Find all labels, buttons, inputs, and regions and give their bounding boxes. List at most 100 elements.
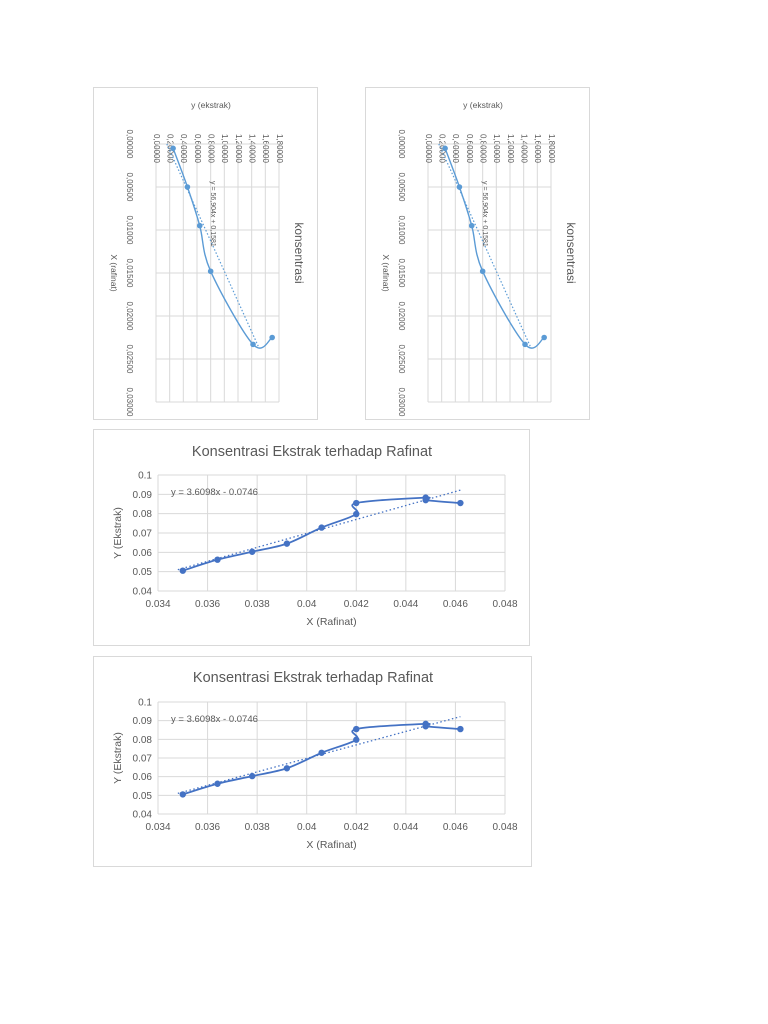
y-tick-label: 0,80000: [207, 134, 216, 163]
x-tick-label: 0,03000: [125, 388, 134, 417]
x-tick-label: 0.044: [393, 599, 418, 610]
data-point: [479, 268, 486, 275]
y-tick-label: 1,80000: [547, 134, 556, 163]
y-tick-label: 0.09: [133, 716, 153, 727]
data-point: [250, 341, 256, 348]
x-tick-label: 0.04: [297, 822, 317, 833]
data-point: [184, 184, 191, 190]
x-tick-label: 0,00000: [397, 130, 406, 159]
trendline-equation: y = 56,904x + 0,1581: [209, 181, 216, 247]
y-tick-label: 0.05: [133, 791, 153, 802]
y-axis-label: y (ekstrak): [463, 100, 503, 110]
trendline: [177, 489, 461, 571]
x-tick-label: 0,02500: [125, 345, 134, 374]
data-point: [442, 145, 448, 152]
x-axis-label: X (rafinat): [381, 254, 391, 291]
x-tick-label: 0,01000: [397, 216, 406, 245]
x-tick-label: 0,02000: [125, 302, 134, 331]
data-point: [456, 184, 463, 190]
y-axis-label: Y (Ekstrak): [112, 507, 124, 559]
y-tick-label: 0.04: [133, 810, 153, 821]
y-tick-label: 1,00000: [220, 134, 229, 163]
chart-title: konsentrasi: [292, 222, 306, 283]
trendline: [177, 715, 461, 795]
trendline-equation: y = 3.6098x - 0.0746: [171, 714, 258, 725]
y-tick-label: 0,20000: [438, 134, 447, 163]
series-line: [182, 722, 461, 796]
data-point: [248, 548, 256, 555]
chart-konsentrasi-1-svg: 0.04 0.05 0.06 0.07 0.08 0.09 0.1 0.034 0.036 0.0…: [112, 444, 518, 628]
data-point: [318, 524, 325, 531]
y-tick-label: 0,60000: [193, 134, 202, 163]
y-tick-label: 0.06: [133, 772, 153, 783]
x-tick-label: 0.034: [145, 599, 170, 610]
data-point: [214, 556, 221, 563]
y-tick-label: 1,60000: [261, 134, 270, 163]
x-tick-label: 0.046: [443, 599, 468, 610]
y-axis-label: Y (Ekstrak): [112, 732, 124, 784]
data-point: [353, 499, 360, 507]
x-tick-label: 0.048: [492, 599, 517, 610]
chart-rotated-2: 0,00000 0,20000 0,40000 0,60000 0,80000 1,000…: [365, 87, 590, 420]
y-tick-label: 1,20000: [506, 134, 515, 163]
y-tick-label: 0.05: [133, 567, 153, 578]
y-tick-label: 0,60000: [465, 134, 474, 163]
data-point: [541, 334, 547, 341]
x-tick-label: 0,00000: [125, 130, 134, 159]
data-point: [179, 791, 186, 798]
x-tick-label: 0.036: [195, 822, 220, 833]
y-tick-label: 0.08: [133, 509, 153, 520]
series-line: [182, 496, 461, 572]
chart-rotated-1: 0,00000 0,20000 0,40000 0,60000 0,80000 1,000…: [93, 87, 318, 420]
data-point: [196, 222, 203, 229]
y-tick-label: 0.08: [133, 735, 153, 746]
x-axis-label: X (Rafinat): [306, 839, 356, 851]
data-point: [353, 736, 360, 743]
x-tick-label: 0.044: [393, 822, 418, 833]
y-tick-label: 1,40000: [248, 134, 257, 163]
x-tick-label: 0.042: [344, 822, 369, 833]
y-tick-label: 1,60000: [533, 134, 542, 163]
y-tick-label: 0,40000: [179, 134, 188, 163]
data-point: [283, 765, 291, 772]
y-tick-label: 0.07: [133, 754, 153, 765]
x-tick-label: 0,01500: [125, 259, 134, 288]
chart-konsentrasi-1: 0.04 0.05 0.06 0.07 0.08 0.09 0.1 0.034 0.036 0.0…: [93, 429, 530, 646]
x-tick-label: 0,01500: [397, 259, 406, 288]
y-tick-label: 0.06: [133, 548, 153, 559]
x-tick-label: 0,00500: [125, 173, 134, 202]
x-tick-label: 0,00500: [397, 173, 406, 202]
data-point: [318, 749, 325, 756]
data-point: [269, 334, 275, 341]
series-line: [444, 148, 545, 349]
data-point: [353, 725, 360, 733]
trendline-equation: y = 3.6098x - 0.0746: [171, 487, 258, 498]
data-point: [283, 540, 291, 547]
y-tick-label: 0,00000: [424, 134, 433, 163]
y-tick-label: 0.1: [138, 698, 152, 709]
x-tick-label: 0.042: [344, 599, 369, 610]
chart-title: Konsentrasi Ekstrak terhadap Rafinat: [192, 444, 432, 460]
chart-title: konsentrasi: [564, 222, 578, 283]
data-point: [207, 268, 214, 275]
x-tick-label: 0.04: [297, 599, 317, 610]
data-point: [522, 341, 528, 348]
data-point: [422, 723, 429, 730]
y-tick-label: 0,00000: [152, 134, 161, 163]
y-tick-label: 1,40000: [520, 134, 529, 163]
y-tick-label: 0.04: [133, 587, 153, 598]
data-point: [422, 496, 429, 504]
x-tick-label: 0.038: [245, 599, 270, 610]
chart-konsentrasi-2: 0.04 0.05 0.06 0.07 0.08 0.09 0.1 0.034 0.036 0.0…: [93, 656, 532, 867]
chart-rotated-1-svg: 0,00000 0,20000 0,40000 0,60000 0,80000 1,000…: [109, 100, 306, 417]
x-axis-label: X (rafinat): [109, 254, 119, 291]
x-tick-label: 0,02000: [397, 302, 406, 331]
x-tick-label: 0.036: [195, 599, 220, 610]
data-point: [457, 725, 464, 733]
y-tick-label: 1,00000: [492, 134, 501, 163]
x-tick-label: 0,01000: [125, 216, 134, 245]
data-point: [214, 780, 221, 787]
data-point: [468, 222, 475, 229]
x-tick-label: 0,03000: [397, 388, 406, 417]
y-tick-label: 0,20000: [166, 134, 175, 163]
